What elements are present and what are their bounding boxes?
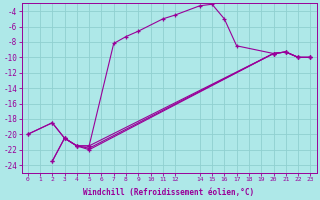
X-axis label: Windchill (Refroidissement éolien,°C): Windchill (Refroidissement éolien,°C) <box>84 188 255 197</box>
